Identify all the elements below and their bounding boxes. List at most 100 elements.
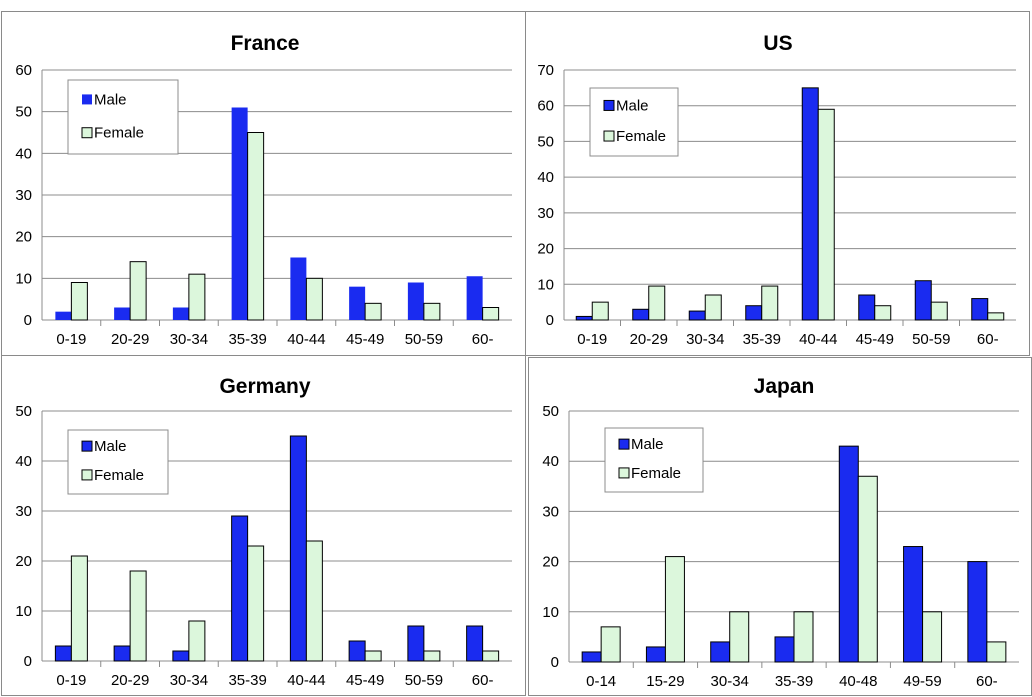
bar-male	[645, 646, 666, 663]
bar-male	[466, 276, 483, 320]
bar-female	[761, 285, 779, 321]
bar-female	[648, 285, 666, 321]
chart-title: Japan	[754, 375, 815, 398]
y-tick-label: 20	[15, 229, 32, 246]
bar-male	[349, 286, 366, 320]
y-tick-label: 10	[542, 604, 559, 621]
chart-panel-france: 0 10 20 30 40 50 60 0-19 20-29 30-34 35-39 40-44 45-…	[1, 11, 526, 356]
bar-male	[745, 305, 763, 321]
bar-male	[858, 294, 876, 321]
y-tick-label: 30	[15, 503, 32, 520]
bar-female	[247, 545, 265, 662]
chart-svg: 0 10 20 30 40 50 60 70 0-19 20-29 30-34 35-39 40-44 4…	[537, 32, 1016, 348]
bar-male	[114, 307, 131, 320]
x-tick-label: 60-	[472, 331, 494, 348]
bar-female	[930, 301, 948, 321]
y-tick-label: 60	[15, 62, 32, 79]
chart-title: Germany	[219, 375, 310, 398]
y-tick-label: 60	[537, 98, 554, 115]
chart-svg: 0 10 20 30 40 50 0-19 20-29 30-34 35-39 40-44 45-49…	[15, 375, 512, 689]
bar-female	[600, 626, 621, 663]
y-tick-label: 30	[537, 205, 554, 222]
bar-female	[188, 273, 206, 321]
x-tick-label: 20-29	[111, 672, 149, 689]
bar-female	[987, 312, 1005, 321]
legend-swatch-female	[81, 127, 93, 139]
x-tick-label: 50-59	[405, 672, 443, 689]
y-tick-label: 0	[24, 312, 32, 329]
bar-male	[971, 298, 989, 321]
bar-female	[423, 650, 441, 662]
bar-male	[54, 645, 72, 662]
bar-male	[172, 650, 190, 662]
y-tick-label: 50	[15, 104, 32, 121]
bar-female	[188, 620, 206, 662]
bar-male	[801, 87, 819, 321]
y-tick-label: 40	[15, 145, 32, 162]
x-tick-label: 35-39	[228, 331, 266, 348]
bar-male	[290, 257, 307, 320]
bar-male	[172, 307, 189, 320]
x-tick-label: 30-34	[686, 331, 724, 348]
chart-title: US	[763, 32, 792, 55]
bar-female	[305, 277, 323, 321]
x-tick-label: 20-29	[111, 331, 149, 348]
bar-female	[986, 641, 1007, 663]
bar-male	[466, 625, 484, 662]
bar-female	[70, 555, 88, 662]
bar-male	[774, 636, 795, 663]
bar-male	[113, 645, 131, 662]
bar-male	[838, 445, 859, 663]
x-tick-label: 40-48	[839, 673, 877, 690]
x-tick-label: 0-14	[586, 673, 616, 690]
x-tick-label: 45-49	[346, 672, 384, 689]
bar-male	[231, 107, 248, 320]
x-tick-label: 40-44	[287, 672, 325, 689]
x-tick-label: 40-44	[287, 331, 325, 348]
x-tick-label: 35-39	[228, 672, 266, 689]
bar-female	[247, 132, 265, 321]
legend-swatch-male	[82, 94, 92, 105]
chart-panel-germany: 0 10 20 30 40 50 0-19 20-29 30-34 35-39 40-44 45-49…	[1, 355, 526, 696]
x-tick-label: 0-19	[577, 331, 607, 348]
y-tick-label: 20	[15, 553, 32, 570]
chart-title: France	[231, 32, 300, 55]
x-tick-label: 50-59	[405, 331, 443, 348]
legend-swatch-female	[603, 130, 615, 142]
bar-female	[817, 108, 835, 321]
bar-male	[407, 282, 424, 320]
x-tick-label: 20-29	[630, 331, 668, 348]
bar-female	[874, 305, 892, 321]
legend-label-male: Male	[631, 436, 664, 453]
chart-panel-us: 0 10 20 30 40 50 60 70 0-19 20-29 30-34 35-39 40-44 4…	[525, 11, 1030, 356]
y-tick-label: 10	[15, 270, 32, 287]
x-tick-label: 40-44	[799, 331, 837, 348]
y-tick-label: 40	[15, 453, 32, 470]
y-tick-label: 40	[542, 453, 559, 470]
x-tick-label: 60-	[976, 673, 998, 690]
legend-label-female: Female	[631, 465, 681, 482]
x-tick-label: 30-34	[170, 331, 208, 348]
bar-female	[364, 302, 382, 321]
legend-label-female: Female	[94, 467, 144, 484]
y-tick-label: 10	[537, 276, 554, 293]
y-tick-label: 10	[15, 603, 32, 620]
legend-label-female: Female	[616, 128, 666, 145]
legend-swatch-male	[603, 99, 615, 111]
y-tick-label: 30	[542, 503, 559, 520]
bar-female	[857, 475, 878, 663]
bar-male	[231, 515, 249, 662]
legend-label-male: Male	[94, 438, 127, 455]
bar-male	[55, 311, 72, 320]
x-tick-label: 50-59	[912, 331, 950, 348]
y-tick-label: 0	[546, 312, 554, 329]
bar-female	[922, 611, 943, 663]
bar-male	[581, 651, 602, 663]
x-tick-label: 60-	[977, 331, 999, 348]
y-tick-label: 40	[537, 169, 554, 186]
legend-label-male: Male	[94, 91, 127, 108]
x-tick-label: 49-59	[903, 673, 941, 690]
bar-male	[903, 546, 924, 663]
y-tick-label: 20	[542, 554, 559, 571]
bar-female	[364, 650, 382, 662]
